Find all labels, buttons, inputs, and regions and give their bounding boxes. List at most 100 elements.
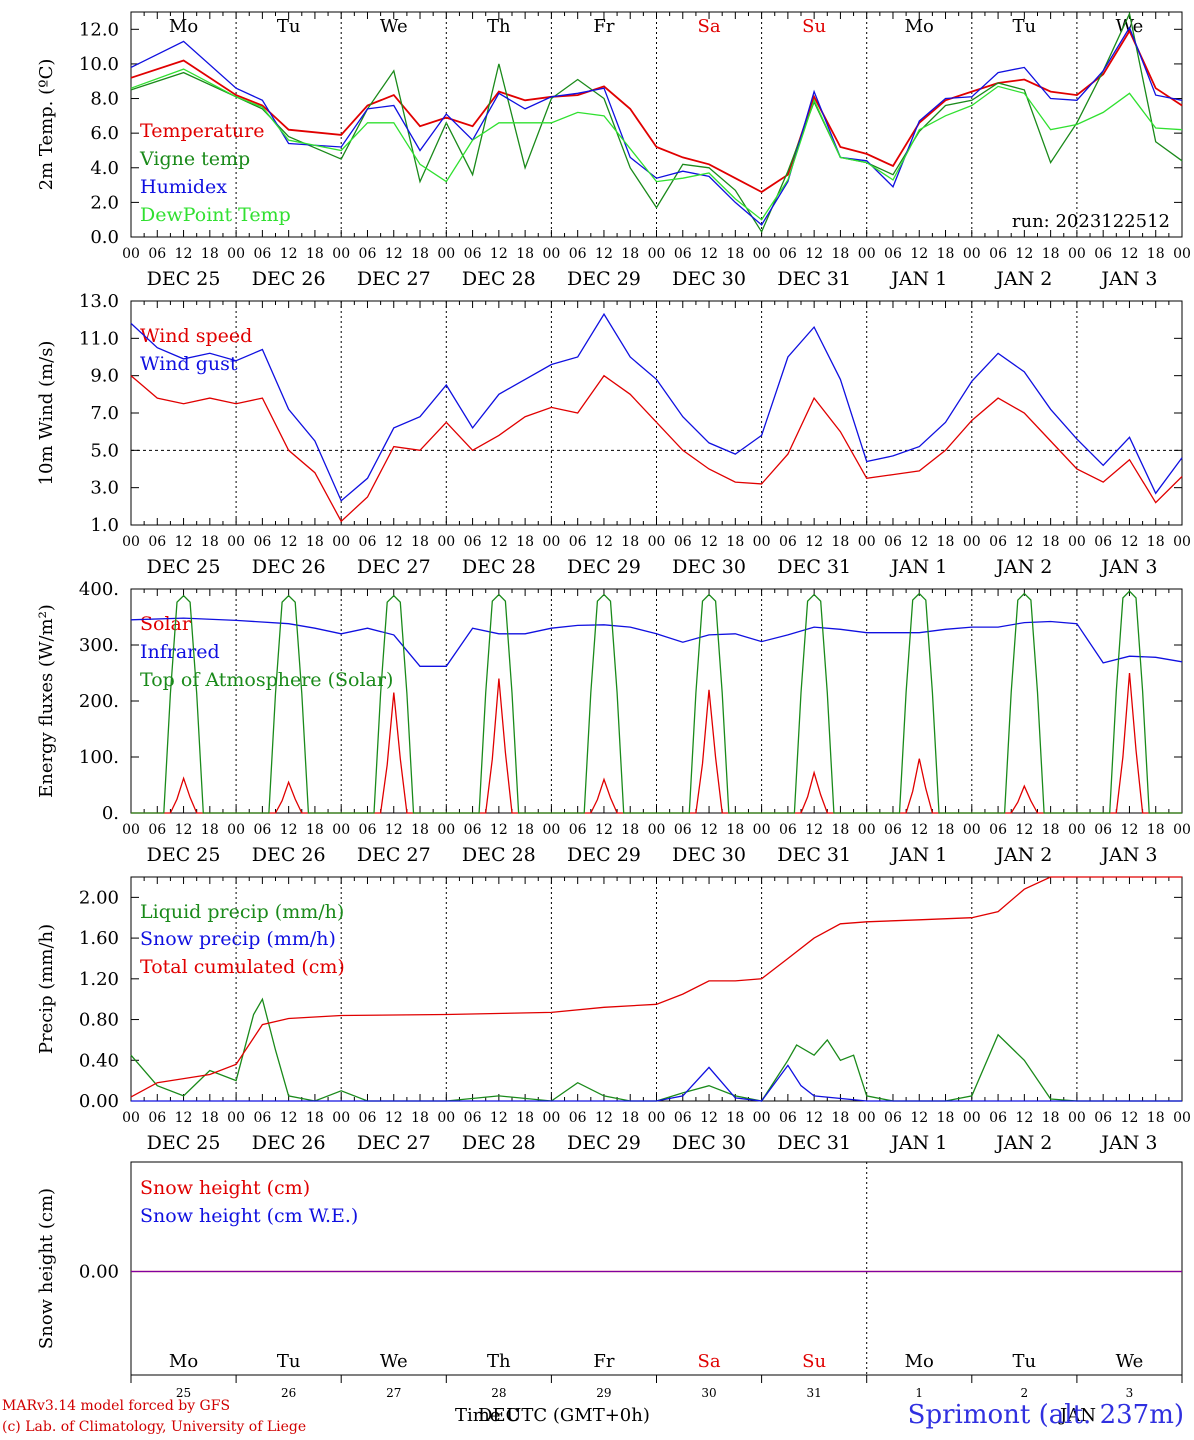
hour-tick-label: 06 (884, 822, 902, 838)
y-tick-label: 1.20 (79, 969, 119, 990)
model-credit: MARv3.14 model forced by GFS (2, 1398, 231, 1414)
series-line-wind-gust (130, 312, 1183, 502)
hour-tick-label: 06 (148, 246, 166, 262)
y-tick-label: 8.0 (90, 89, 119, 110)
hour-tick-label: 00 (542, 1110, 560, 1126)
day-number-label: 26 (281, 1386, 296, 1400)
hour-tick-label: 12 (490, 1110, 508, 1126)
hour-tick-label: 00 (963, 1110, 981, 1126)
series-line-vigne-temp (130, 11, 1183, 234)
station-title: Sprimont (alt. 237m) (907, 1400, 1184, 1430)
hour-tick-label: 18 (306, 246, 324, 262)
hour-tick-label: 06 (674, 246, 692, 262)
hour-tick-label: 06 (989, 1110, 1007, 1126)
hour-tick-label: 00 (648, 822, 666, 838)
hour-tick-label: 00 (753, 534, 771, 550)
legend-entry: Snow height (cm W.E.) (140, 1205, 358, 1227)
weekday-label: Su (802, 1351, 826, 1372)
hour-tick-label: 06 (253, 246, 271, 262)
hour-tick-label: 18 (1147, 246, 1165, 262)
hour-tick-label: 18 (832, 1110, 850, 1126)
hour-tick-label: 06 (464, 822, 482, 838)
hour-tick-label: 18 (201, 246, 219, 262)
hour-tick-label: 12 (700, 822, 718, 838)
hour-tick-label: 12 (280, 534, 298, 550)
hour-tick-label: 18 (201, 1110, 219, 1126)
hour-tick-label: 12 (280, 1110, 298, 1126)
hour-tick-label: 12 (1121, 1110, 1139, 1126)
hour-tick-label: 00 (1173, 822, 1191, 838)
day-number-label: 31 (807, 1386, 822, 1400)
hour-tick-label: 06 (674, 534, 692, 550)
hour-tick-label: 12 (1121, 822, 1139, 838)
hour-tick-label: 00 (542, 822, 560, 838)
hour-tick-label: 06 (464, 534, 482, 550)
hour-tick-label: 06 (1094, 246, 1112, 262)
hour-tick-label: 06 (569, 1110, 587, 1126)
hour-tick-label: 06 (148, 1110, 166, 1126)
date-label: JAN 3 (1099, 556, 1157, 578)
date-label: DEC 27 (357, 1132, 431, 1154)
hour-tick-label: 18 (516, 822, 534, 838)
weekday-label: Th (487, 16, 511, 37)
date-label: DEC 30 (672, 268, 746, 290)
y-tick-label: 13.0 (79, 291, 119, 312)
date-label: DEC 26 (252, 1132, 326, 1154)
hour-tick-label: 00 (858, 1110, 876, 1126)
hour-tick-label: 00 (648, 534, 666, 550)
hour-tick-label: 06 (779, 246, 797, 262)
hour-tick-label: 12 (700, 246, 718, 262)
weekday-label: Mo (905, 16, 934, 37)
date-label: DEC 29 (567, 844, 641, 866)
hour-tick-label: 06 (884, 246, 902, 262)
hour-tick-label: 18 (516, 1110, 534, 1126)
hour-tick-label: 18 (937, 534, 955, 550)
hour-tick-label: 18 (1042, 1110, 1060, 1126)
weekday-label: We (1116, 1351, 1144, 1372)
hour-tick-label: 12 (700, 534, 718, 550)
hour-tick-label: 06 (253, 1110, 271, 1126)
hour-tick-label: 06 (989, 534, 1007, 550)
hour-tick-label: 18 (621, 534, 639, 550)
weekday-label: Tu (277, 1351, 301, 1372)
hour-tick-label: 00 (858, 246, 876, 262)
hour-tick-label: 12 (1121, 246, 1139, 262)
y-axis-title: Snow height (cm) (36, 1188, 57, 1349)
hour-tick-label: 18 (516, 534, 534, 550)
hour-tick-label: 00 (437, 1110, 455, 1126)
hour-tick-label: 06 (1094, 822, 1112, 838)
hour-tick-label: 06 (148, 822, 166, 838)
y-axis-title: Precip (mm/h) (36, 924, 57, 1054)
series-line-temperature (130, 29, 1183, 194)
date-label: JAN 1 (889, 1132, 947, 1154)
weekday-label: Mo (905, 1351, 934, 1372)
hour-tick-label: 18 (1147, 822, 1165, 838)
hour-tick-label: 06 (359, 1110, 377, 1126)
y-tick-label: 2.00 (79, 887, 119, 908)
hour-tick-label: 00 (1173, 1110, 1191, 1126)
legend-entry: Top of Atmosphere (Solar) (140, 669, 393, 691)
hour-tick-label: 18 (411, 822, 429, 838)
date-label: DEC 25 (147, 1132, 221, 1154)
x-axis-title: Time UTC (GMT+0h) (455, 1405, 650, 1426)
hour-tick-label: 06 (148, 534, 166, 550)
hour-tick-label: 00 (227, 534, 245, 550)
legend-entry: Infrared (140, 641, 220, 663)
hour-tick-label: 00 (1173, 534, 1191, 550)
date-label: DEC 31 (777, 844, 851, 866)
hour-tick-label: 18 (621, 246, 639, 262)
y-tick-label: 0.00 (79, 1262, 119, 1283)
date-label: JAN 3 (1099, 1132, 1157, 1154)
hour-tick-label: 18 (1042, 534, 1060, 550)
y-tick-label: 1.0 (90, 515, 119, 536)
legend-entry: DewPoint Temp (140, 204, 291, 226)
hour-tick-label: 06 (569, 534, 587, 550)
y-tick-label: 2.0 (90, 192, 119, 213)
date-label: DEC 28 (462, 556, 536, 578)
hour-tick-label: 06 (569, 246, 587, 262)
y-tick-label: 4.0 (90, 158, 119, 179)
hour-tick-label: 18 (726, 534, 744, 550)
date-label: DEC 28 (462, 268, 536, 290)
hour-tick-label: 12 (280, 822, 298, 838)
